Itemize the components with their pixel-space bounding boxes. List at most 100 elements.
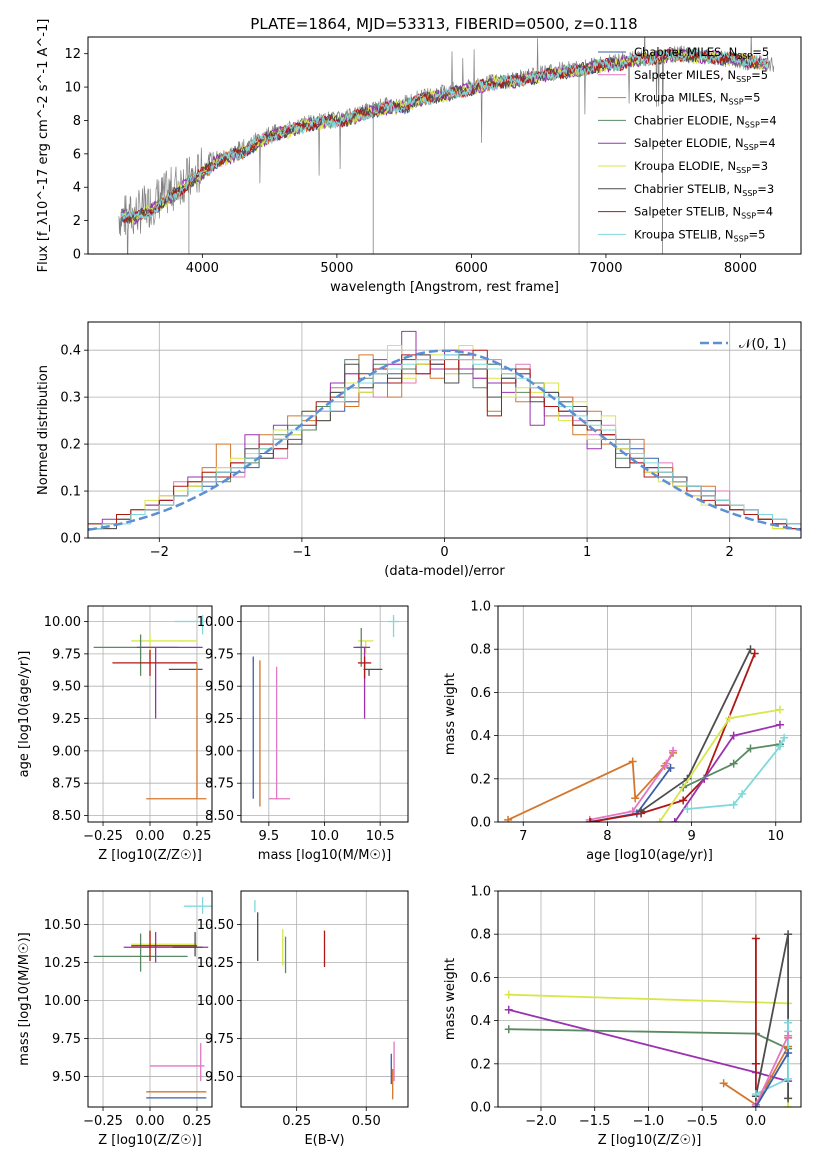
plus-marker: [750, 649, 759, 658]
plus-marker: [729, 800, 738, 809]
y-tick-label: 10.50: [44, 918, 81, 933]
x-tick-label: −0.25: [83, 1114, 123, 1129]
plot-area: [252, 615, 400, 807]
panel-mass_weight_vs_age: 7 8 9 10 0.0 0.2 0.4 0.6 0.8 1.0 age [log10(age/yr…: [443, 600, 802, 863]
x-tick-label: −0.5: [686, 1114, 718, 1129]
y-tick-label: 0.2: [470, 1057, 491, 1072]
errorbar-point: [112, 649, 197, 676]
y-tick-label: 4: [73, 181, 81, 196]
x-axis-label: age [log10(age/yr)]: [586, 848, 713, 863]
y-tick-label: 10.00: [197, 994, 234, 1009]
panel-mass_vs_z: −0.25 0.00 0.25 9.50 9.75 10.00 10.25 10.50 Z [l…: [17, 890, 213, 1148]
histogram-step: [88, 354, 801, 530]
plus-marker: [751, 1090, 760, 1099]
errorbar-point: [146, 662, 207, 800]
plot-area: [93, 615, 209, 800]
x-tick-label: 5000: [320, 261, 353, 276]
plus-marker: [746, 744, 755, 753]
x-tick-label: 10.0: [310, 829, 339, 844]
x-tick-label: 8: [603, 829, 611, 844]
y-tick-label: 0.6: [470, 971, 491, 986]
plus-marker: [746, 645, 755, 654]
x-tick-label: 0.25: [182, 829, 211, 844]
y-tick-label: 10.00: [44, 615, 81, 630]
y-tick-label: 2: [73, 214, 81, 229]
weight-line: [755, 1035, 789, 1106]
x-tick-label: 9.5: [258, 829, 279, 844]
legend-label: Chabrier ELODIE, NSSP=4: [634, 113, 777, 129]
x-tick-label: 6000: [455, 261, 488, 276]
y-tick-label: 9.50: [52, 680, 81, 695]
y-tick-label: 0.4: [470, 729, 491, 744]
y-tick-label: 0.4: [60, 344, 81, 359]
axes-frame: [87, 321, 802, 539]
panel-mass_weight_vs_z: −2.0 −1.5 −1.0 −0.5 0.0 0.0 0.2 0.4 0.6 0.8 1.0 Z […: [443, 885, 802, 1148]
y-axis-label: mass [log10(M/M☉)]: [17, 932, 32, 1065]
x-tick-label: 1: [583, 545, 591, 560]
grid: [241, 891, 408, 1107]
x-tick-label: −2.0: [525, 1114, 557, 1129]
legend-label: Salpeter ELODIE, NSSP=4: [634, 136, 776, 152]
plus-marker: [628, 757, 637, 766]
plus-marker: [683, 805, 692, 814]
errorbar-point: [387, 615, 400, 638]
y-tick-label: 0.3: [60, 391, 81, 406]
plot-area: [88, 330, 801, 532]
axes-frame: [87, 890, 213, 1108]
y-tick-label: 0.2: [470, 772, 491, 787]
weight-line: [755, 933, 789, 1099]
legend-label: Kroupa MILES, NSSP=5: [634, 91, 760, 107]
legend-label: Salpeter STELIB, NSSP=4: [634, 205, 773, 221]
plus-marker: [784, 1103, 793, 1107]
plus-marker: [775, 742, 784, 751]
y-tick-label: 9.00: [205, 744, 234, 759]
x-tick-label: 0.50: [352, 1114, 381, 1129]
panel-age_vs_mass: 9.5 10.0 10.5 8.50 8.75 9.00 9.25 9.50 9.75 10.00…: [197, 605, 409, 863]
plot-area: [254, 900, 395, 1100]
y-tick-label: 8: [73, 114, 81, 129]
plus-marker: [637, 807, 646, 816]
y-tick-label: 9.75: [205, 1032, 234, 1047]
y-tick-label: 8.50: [205, 809, 234, 824]
plus-marker: [679, 796, 688, 805]
axes-frame: [240, 890, 409, 1108]
plus-marker: [784, 1074, 793, 1083]
x-axis-label: Z [log10(Z/Z☉)]: [98, 848, 202, 863]
legend-label: Kroupa STELIB, NSSP=5: [634, 227, 765, 243]
y-tick-label: 10.25: [197, 956, 234, 971]
panel-spectrum: 4000 5000 6000 7000 8000 0 2 4 6 8 10 12 wavelength …: [36, 19, 802, 295]
plus-marker: [504, 1025, 513, 1034]
weight-line: [682, 743, 781, 789]
x-axis-label: wavelength [Angstrom, rest frame]: [330, 280, 559, 295]
axes-frame: [87, 605, 213, 823]
y-tick-label: 9.75: [205, 647, 234, 662]
y-tick-label: 9.25: [52, 712, 81, 727]
plus-marker: [670, 818, 679, 822]
y-tick-label: 9.75: [52, 647, 81, 662]
y-tick-label: 9.50: [52, 1070, 81, 1085]
x-tick-label: 0.0: [746, 1114, 767, 1129]
x-tick-label: −2: [150, 545, 169, 560]
y-tick-label: 10.25: [44, 956, 81, 971]
errorbar-point: [131, 930, 197, 961]
errorbar-point: [183, 897, 212, 914]
y-tick-label: 6: [73, 147, 81, 162]
x-tick-label: 0.00: [136, 1114, 165, 1129]
plus-marker: [504, 815, 513, 822]
plus-marker: [784, 1031, 793, 1040]
panel-mass_vs_ebv: 0.25 0.50 9.50 9.75 10.00 10.25 10.50 E(B-V): [197, 890, 409, 1148]
x-tick-label: −0.25: [83, 829, 123, 844]
y-tick-label: 8.75: [205, 777, 234, 792]
y-axis-label: Normed distribution: [36, 365, 51, 495]
y-tick-label: 0: [73, 248, 81, 263]
plot-area: [118, 37, 775, 254]
weight-line: [507, 752, 674, 821]
plus-marker: [729, 731, 738, 740]
gaussian-reference-curve: [88, 349, 801, 532]
errorbar-point: [363, 668, 383, 676]
weight-line: [589, 750, 674, 821]
plus-marker: [751, 1103, 760, 1107]
model-spectrum-line: [121, 49, 768, 220]
x-tick-label: 0.25: [282, 1114, 311, 1129]
plus-marker: [751, 1059, 760, 1068]
